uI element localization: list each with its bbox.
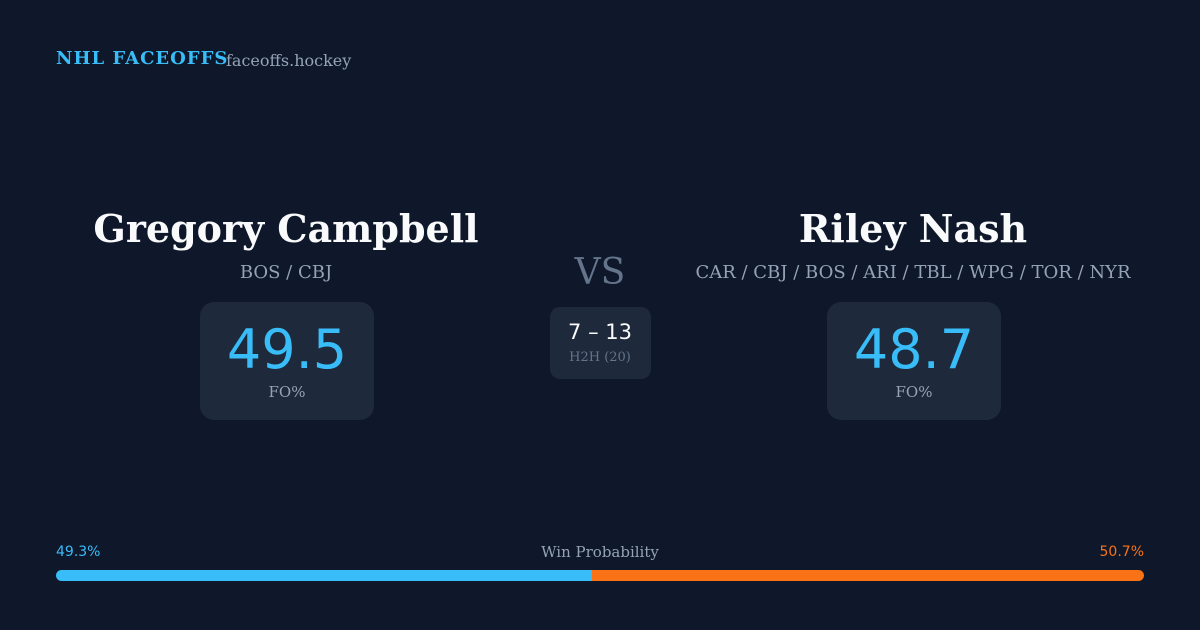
fo-label: FO% xyxy=(268,383,306,401)
probability-segment xyxy=(592,570,1144,581)
stat-box: 48.7 FO% xyxy=(827,302,1001,420)
brand-title: NHL FACEOFFS xyxy=(56,48,229,69)
versus: VS xyxy=(574,252,626,293)
probability-segment xyxy=(56,570,593,581)
player-name: Gregory Campbell xyxy=(93,206,479,251)
probability-bar xyxy=(56,570,1144,581)
site-url: faceoffs.hockey xyxy=(226,51,352,70)
probability-title: Win Probability xyxy=(541,543,659,561)
player-teams: BOS / CBJ xyxy=(239,262,333,283)
player-teams: CAR / CBJ / BOS / ARI / TBL / WPG / TOR … xyxy=(695,262,1131,283)
h2h-record: 7 – 13 xyxy=(568,320,632,344)
h2h-label: H2H (20) xyxy=(569,350,631,365)
player-name: Riley Nash xyxy=(798,206,1028,251)
fo-value: 48.7 xyxy=(853,318,975,381)
h2h-box: 7 – 13 H2H (20) xyxy=(550,307,651,379)
fo-label: FO% xyxy=(895,383,933,401)
fo-value: 49.5 xyxy=(226,318,348,381)
left-probability: 49.3% xyxy=(56,544,101,560)
right-probability: 50.7% xyxy=(1099,544,1144,560)
stat-box: 49.5 FO% xyxy=(200,302,374,420)
